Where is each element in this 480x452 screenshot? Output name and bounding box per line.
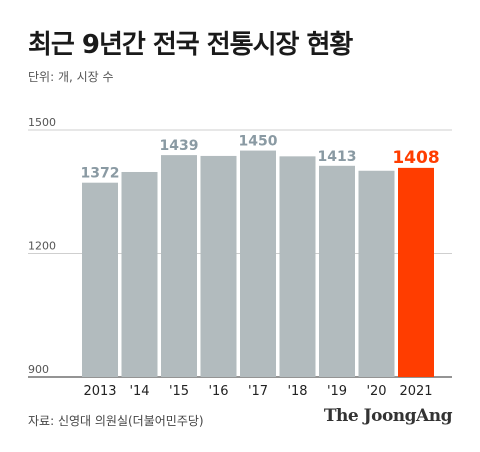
x-tick-label: 2021 [399, 384, 432, 399]
data-label: 1408 [392, 148, 439, 168]
bar [200, 155, 237, 377]
x-tick-label: '18 [287, 384, 307, 399]
unit-label: 단위: 개, 시장 수 [28, 70, 114, 84]
bar [279, 156, 316, 377]
data-label: 1372 [81, 166, 120, 182]
x-tick-label: '15 [169, 384, 189, 399]
y-tick-label: 1500 [28, 116, 56, 129]
bar [358, 170, 395, 377]
bar [82, 182, 118, 377]
data-label: 1439 [160, 138, 199, 154]
bar [398, 167, 434, 377]
bar [121, 171, 158, 377]
y-tick-label: 1200 [28, 240, 56, 253]
data-label: 1450 [239, 134, 278, 150]
x-tick-label: 2013 [83, 384, 116, 399]
x-tick-label: '17 [248, 384, 268, 399]
source-note: 자료: 신영대 의원실(더불어민주당) [28, 414, 204, 428]
x-tick-label: '19 [327, 384, 347, 399]
y-tick-label: 900 [28, 363, 49, 376]
data-label: 1413 [318, 149, 357, 165]
bar [240, 150, 276, 377]
x-tick-label: '16 [208, 384, 228, 399]
chart-title: 최근 9년간 전국 전통시장 현황 [28, 30, 353, 60]
bar [161, 155, 197, 377]
x-tick-label: '20 [366, 384, 386, 399]
x-tick-label: '14 [129, 384, 149, 399]
brand-logo: The JoongAng [323, 406, 453, 426]
bar [319, 165, 355, 377]
